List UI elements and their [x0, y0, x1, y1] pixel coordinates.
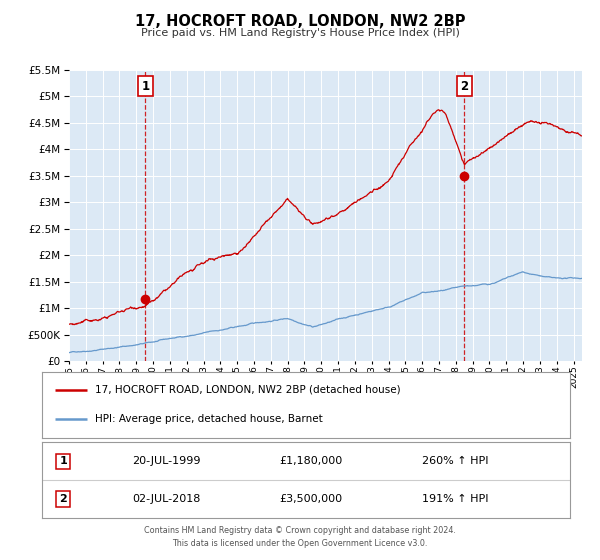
Text: 17, HOCROFT ROAD, LONDON, NW2 2BP: 17, HOCROFT ROAD, LONDON, NW2 2BP: [135, 14, 465, 29]
Text: 191% ↑ HPI: 191% ↑ HPI: [422, 494, 488, 504]
Text: 17, HOCROFT ROAD, LONDON, NW2 2BP (detached house): 17, HOCROFT ROAD, LONDON, NW2 2BP (detac…: [95, 385, 400, 395]
Text: £3,500,000: £3,500,000: [280, 494, 343, 504]
Text: Price paid vs. HM Land Registry's House Price Index (HPI): Price paid vs. HM Land Registry's House …: [140, 28, 460, 38]
Text: 2: 2: [59, 494, 67, 504]
Text: 02-JUL-2018: 02-JUL-2018: [132, 494, 200, 504]
Text: 20-JUL-1999: 20-JUL-1999: [132, 456, 200, 466]
Text: 260% ↑ HPI: 260% ↑ HPI: [422, 456, 488, 466]
Text: This data is licensed under the Open Government Licence v3.0.: This data is licensed under the Open Gov…: [172, 539, 428, 548]
Text: £1,180,000: £1,180,000: [280, 456, 343, 466]
Text: Contains HM Land Registry data © Crown copyright and database right 2024.: Contains HM Land Registry data © Crown c…: [144, 526, 456, 535]
Text: 1: 1: [59, 456, 67, 466]
Text: 2: 2: [460, 80, 469, 92]
Text: 1: 1: [141, 80, 149, 92]
Text: HPI: Average price, detached house, Barnet: HPI: Average price, detached house, Barn…: [95, 414, 323, 424]
